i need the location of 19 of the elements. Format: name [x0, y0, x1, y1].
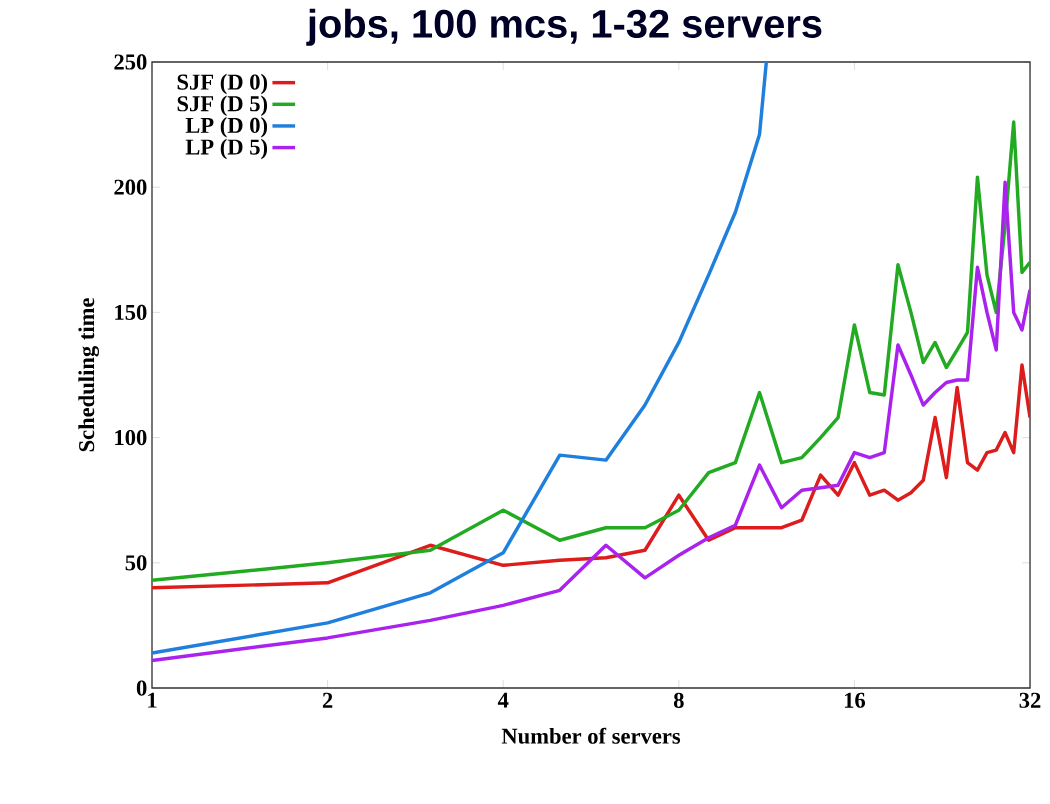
chart-title: jobs, 100 mcs, 1-32 servers: [306, 8, 822, 46]
x-tick-label: 16: [844, 692, 866, 708]
legend-label: LP (D 5): [185, 138, 268, 160]
y-tick-label: 150: [115, 304, 147, 321]
y-tick-label: 250: [114, 54, 147, 70]
x-tick-label: 32: [1019, 692, 1041, 708]
legend-label: SJF (D 5): [177, 95, 268, 116]
x-tick-label: 4: [497, 692, 509, 708]
y-tick-label: 200: [114, 179, 147, 195]
x-tick-label: 2: [322, 692, 333, 708]
x-axis-title: Number of servers: [501, 727, 681, 744]
x-tick-label: 1: [148, 692, 157, 708]
x-tick-label: 8: [673, 692, 684, 708]
y-tick-label: 0: [136, 680, 147, 696]
y-axis-title: Scheduling time: [78, 298, 99, 452]
y-tick-label: 100: [115, 429, 147, 446]
legend-label: SJF (D 0): [177, 73, 268, 95]
y-tick-label: 50: [125, 555, 147, 571]
legend-label: LP (D 0): [185, 117, 268, 138]
